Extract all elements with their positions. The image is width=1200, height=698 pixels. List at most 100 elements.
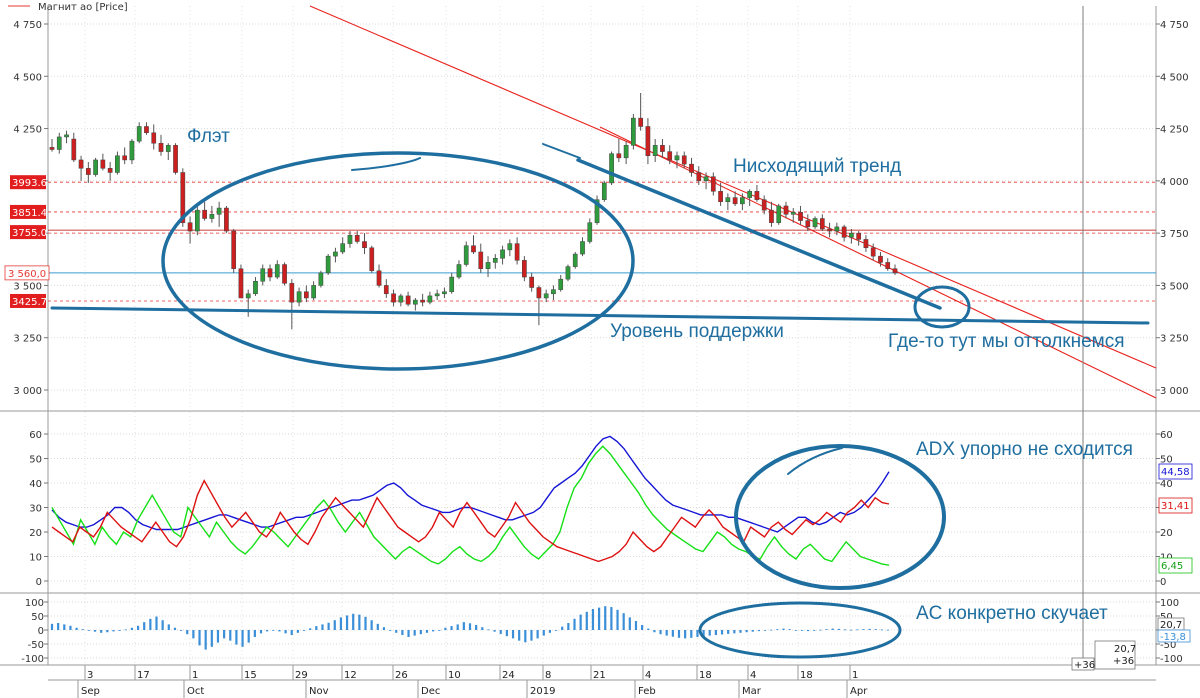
candle <box>56 132 62 154</box>
candle <box>260 264 266 286</box>
annotation-adx: ADX упорно не сходится <box>916 439 1133 460</box>
candle <box>296 287 302 307</box>
ac-bar <box>438 630 441 631</box>
level-lines <box>48 181 1156 302</box>
ac-bar <box>739 630 742 633</box>
ac-ellipse <box>698 601 902 659</box>
ac-bar <box>155 616 158 630</box>
ac-bar <box>720 630 724 635</box>
ac-bar <box>837 628 840 630</box>
ac-bar <box>794 630 797 631</box>
ac-bar <box>223 630 226 639</box>
candle <box>398 293 404 307</box>
candle <box>100 153 106 171</box>
ac-bar <box>100 630 103 633</box>
candle <box>304 285 309 303</box>
ac-left-tick-4: -100 <box>21 654 44 665</box>
ac-bar <box>548 630 552 633</box>
level-label-boxes: 3993.6 3851.4 3755.0 3425.7 3 560,0 <box>4 175 50 308</box>
candle <box>173 143 178 175</box>
ac-last-values: 20,7 -13,8 <box>1157 617 1191 643</box>
ac-bar <box>530 630 533 641</box>
ac-left-tick-3: -50 <box>28 640 44 651</box>
ac-bar <box>757 630 761 632</box>
ac-bar <box>450 626 453 630</box>
ac-bar <box>487 629 490 631</box>
price-left-tick-1: 4 500 <box>13 72 42 83</box>
ac-bar <box>819 629 822 631</box>
ac-bar <box>542 630 545 636</box>
ac-bar <box>831 628 834 630</box>
flat-ellipse <box>161 151 635 371</box>
candle <box>354 231 360 244</box>
candle <box>347 231 353 248</box>
candle <box>725 193 731 211</box>
ac-bar <box>124 629 127 631</box>
ac-bar <box>364 616 367 630</box>
crosshair-value: +36 <box>1074 660 1095 671</box>
adx-series-minus_di <box>51 479 890 563</box>
ac-info-line-1: 20,7 <box>1114 644 1136 655</box>
x-day-label-0: 3 <box>87 670 93 681</box>
candle <box>623 141 629 165</box>
ac-bar <box>782 628 785 630</box>
candle <box>325 254 331 275</box>
candle <box>85 162 91 183</box>
ac-bar <box>653 630 656 633</box>
adx-lines <box>51 435 890 566</box>
candle <box>107 162 113 181</box>
ac-bar <box>345 615 349 630</box>
ac-bar <box>505 630 508 637</box>
ac-bar <box>315 626 318 630</box>
ac-bar <box>143 622 146 630</box>
annotation-support: Уровень поддержки <box>610 321 784 342</box>
support-line <box>50 306 1150 325</box>
ac-bar <box>388 630 392 631</box>
ac-bar <box>235 630 238 645</box>
candle <box>885 258 891 271</box>
ac-bar <box>272 630 275 631</box>
candle <box>674 151 680 169</box>
candle <box>587 218 593 244</box>
candle <box>471 235 476 255</box>
candle <box>282 262 287 286</box>
candle <box>740 193 745 211</box>
candle <box>783 201 789 219</box>
candle <box>703 172 709 190</box>
candle <box>78 155 84 181</box>
ac-bar <box>727 630 730 634</box>
candle <box>245 289 251 317</box>
ac-bar <box>856 629 859 631</box>
ac-bar <box>813 630 816 631</box>
ac-bar <box>302 630 306 631</box>
candle <box>253 277 258 296</box>
candle <box>187 216 193 244</box>
ac-histogram <box>50 606 890 650</box>
ac-bar <box>112 630 115 632</box>
price-left-tick-0: 4 750 <box>13 20 42 31</box>
ac-bar <box>776 629 779 630</box>
legend: Магнит ао [Price] <box>8 2 128 13</box>
adx-left-tick-6: 0 <box>36 577 42 588</box>
ac-bar <box>284 630 287 634</box>
candle <box>362 233 367 255</box>
ac-bar <box>290 630 293 636</box>
x-day-label-7: 10 <box>448 670 461 681</box>
x-month-label-3: Dec <box>421 686 440 697</box>
candle <box>798 205 803 225</box>
level-label-1: 3851.4 <box>12 208 47 219</box>
ac-bar <box>179 630 183 631</box>
candle <box>144 122 149 135</box>
adx-right-tick-1: 50 <box>1160 455 1173 466</box>
x-day-label-12: 18 <box>699 670 712 681</box>
ac-bar <box>493 630 496 632</box>
candle <box>834 222 840 236</box>
ac-bar <box>518 630 521 641</box>
pane-frames <box>0 6 1200 666</box>
adx-series-plus_di <box>51 445 890 566</box>
candle <box>333 247 338 263</box>
ac-bar <box>413 630 416 636</box>
ac-right-tick-1: 50 <box>1160 612 1173 623</box>
annotation-drawings <box>50 143 1150 659</box>
